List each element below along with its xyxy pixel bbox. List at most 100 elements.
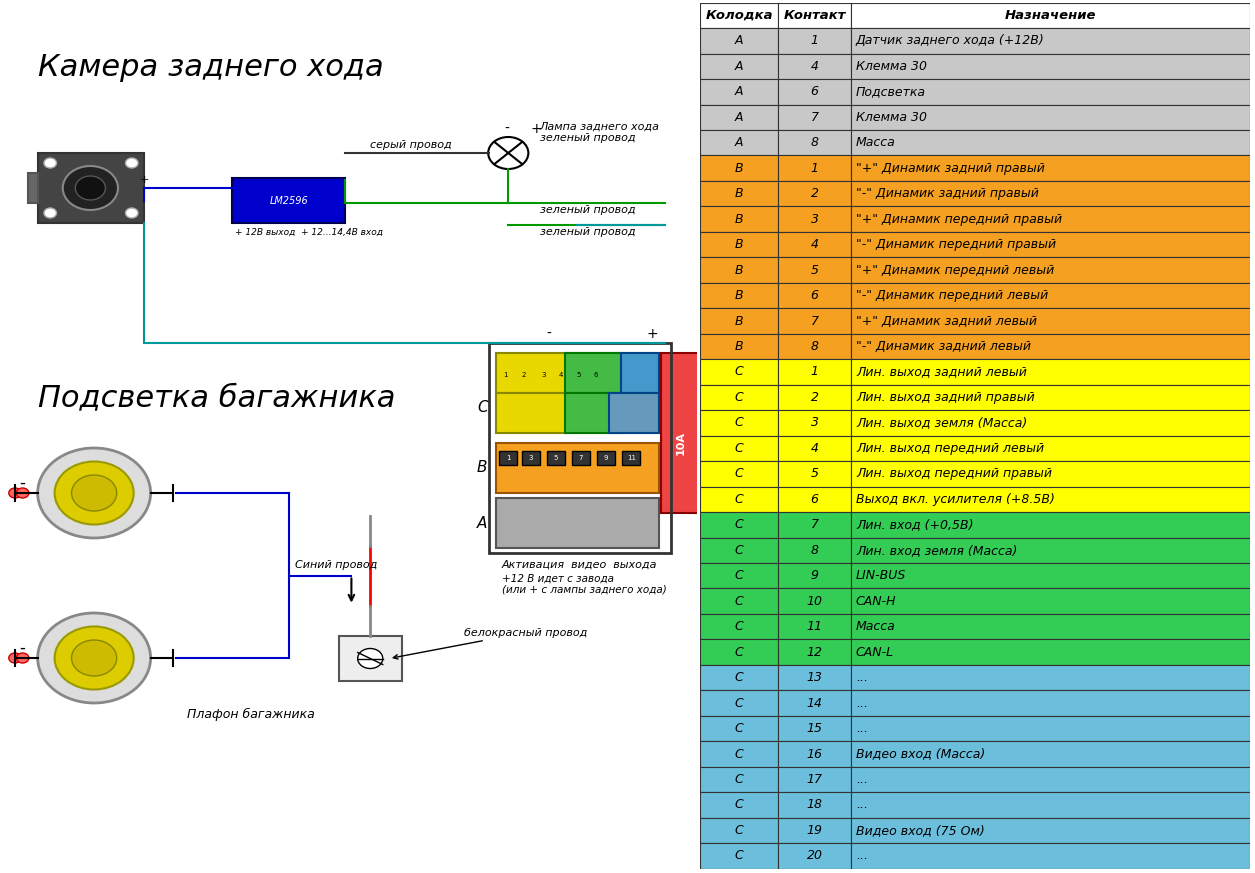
Text: Лин. выход передний правый: Лин. выход передний правый [856, 467, 1052, 480]
Bar [851, 665, 1250, 691]
Text: C: C [735, 722, 743, 735]
Bar [851, 333, 1250, 359]
Text: -: - [20, 639, 25, 657]
Text: 3: 3 [811, 213, 818, 225]
Bar [700, 538, 778, 563]
Text: C: C [735, 442, 743, 455]
Text: Камера заднего хода: Камера заднего хода [38, 53, 383, 82]
Text: "-" Динамик передний правый: "-" Динамик передний правый [856, 238, 1055, 251]
Text: A: A [735, 136, 743, 149]
Text: + 12В выход: + 12В выход [235, 228, 295, 237]
Text: Выход вкл. усилителя (+8.5В): Выход вкл. усилителя (+8.5В) [856, 492, 1054, 505]
Bar [700, 436, 778, 461]
Bar [609, 393, 659, 433]
Text: CAN-H: CAN-H [856, 595, 896, 608]
Bar [700, 130, 778, 155]
Text: 5: 5 [553, 455, 558, 461]
Text: 7: 7 [579, 455, 584, 461]
Text: 12: 12 [807, 646, 822, 658]
Text: B: B [735, 264, 743, 277]
Bar [28, 173, 38, 203]
Bar [700, 181, 778, 206]
Text: C: C [735, 697, 743, 710]
Text: 4: 4 [558, 372, 563, 378]
Circle shape [55, 462, 134, 525]
Circle shape [126, 158, 138, 168]
Text: 3: 3 [811, 416, 818, 430]
Text: "+" Динамик передний правый: "+" Динамик передний правый [856, 213, 1062, 225]
Text: 7: 7 [811, 314, 818, 327]
Bar [547, 451, 565, 465]
Bar [851, 258, 1250, 283]
Bar [851, 766, 1250, 792]
Text: 20: 20 [807, 849, 822, 863]
Circle shape [72, 475, 117, 511]
Bar [778, 410, 851, 436]
Circle shape [126, 208, 138, 218]
Text: C: C [735, 646, 743, 658]
Text: C: C [735, 620, 743, 633]
Bar [851, 130, 1250, 155]
Text: Назначение: Назначение [1005, 9, 1096, 22]
Text: "-" Динамик передний левый: "-" Динамик передний левый [856, 289, 1048, 302]
Bar [778, 155, 851, 181]
Text: C: C [735, 492, 743, 505]
Text: Лин. выход передний левый: Лин. выход передний левый [856, 442, 1044, 455]
Text: 6: 6 [594, 372, 599, 378]
Bar [851, 359, 1250, 385]
Text: Колодка: Колодка [705, 9, 773, 22]
Bar [700, 28, 778, 53]
Text: Лампа заднего хода
зеленый провод: Лампа заднего хода зеленый провод [540, 121, 660, 143]
Text: 8: 8 [811, 544, 818, 557]
Bar [700, 486, 778, 512]
Text: Датчик заднего хода (+12В): Датчик заднего хода (+12В) [856, 34, 1044, 47]
Bar [851, 588, 1250, 614]
Text: зеленый провод: зеленый провод [540, 227, 635, 237]
Bar [851, 105, 1250, 130]
Circle shape [72, 640, 117, 676]
Bar [565, 393, 621, 433]
Text: LIN-BUS: LIN-BUS [856, 569, 906, 582]
Bar [851, 79, 1250, 105]
Bar [621, 353, 659, 393]
Text: 7: 7 [811, 519, 818, 532]
Text: Подсветка: Подсветка [856, 86, 926, 99]
Bar [700, 588, 778, 614]
Bar [700, 843, 778, 869]
Text: C: C [735, 569, 743, 582]
Text: 6: 6 [811, 289, 818, 302]
Bar [700, 563, 778, 588]
Bar [499, 451, 517, 465]
Circle shape [55, 627, 134, 690]
Bar [778, 3, 851, 28]
Text: +: + [531, 122, 542, 136]
Bar [778, 461, 851, 486]
Bar [778, 436, 851, 461]
Text: 2: 2 [811, 391, 818, 404]
Text: 17: 17 [807, 773, 822, 786]
Text: 14: 14 [807, 697, 822, 710]
Text: C: C [735, 544, 743, 557]
Bar [851, 843, 1250, 869]
Bar [851, 181, 1250, 206]
Bar [232, 178, 345, 223]
Bar [851, 563, 1250, 588]
Text: 18: 18 [807, 799, 822, 812]
Bar [700, 3, 778, 28]
Bar [778, 181, 851, 206]
Text: 9: 9 [811, 569, 818, 582]
Text: A: A [735, 111, 743, 124]
Text: Лин. вход (+0,5В): Лин. вход (+0,5В) [856, 519, 974, 532]
Text: ...: ... [856, 799, 868, 812]
Text: LM2596: LM2596 [270, 196, 307, 206]
Bar [700, 792, 778, 818]
Text: Лин. выход задний правый: Лин. выход задний правый [856, 391, 1034, 404]
Text: +12 В идет с завода
(или + с лампы заднего хода): +12 В идет с завода (или + с лампы задне… [502, 574, 666, 595]
Bar [851, 716, 1250, 741]
Text: 1: 1 [506, 455, 511, 461]
Circle shape [16, 653, 29, 663]
Bar [778, 563, 851, 588]
Text: 7: 7 [811, 111, 818, 124]
Text: "-" Динамик задний правый: "-" Динамик задний правый [856, 187, 1039, 200]
Text: 3: 3 [528, 455, 533, 461]
